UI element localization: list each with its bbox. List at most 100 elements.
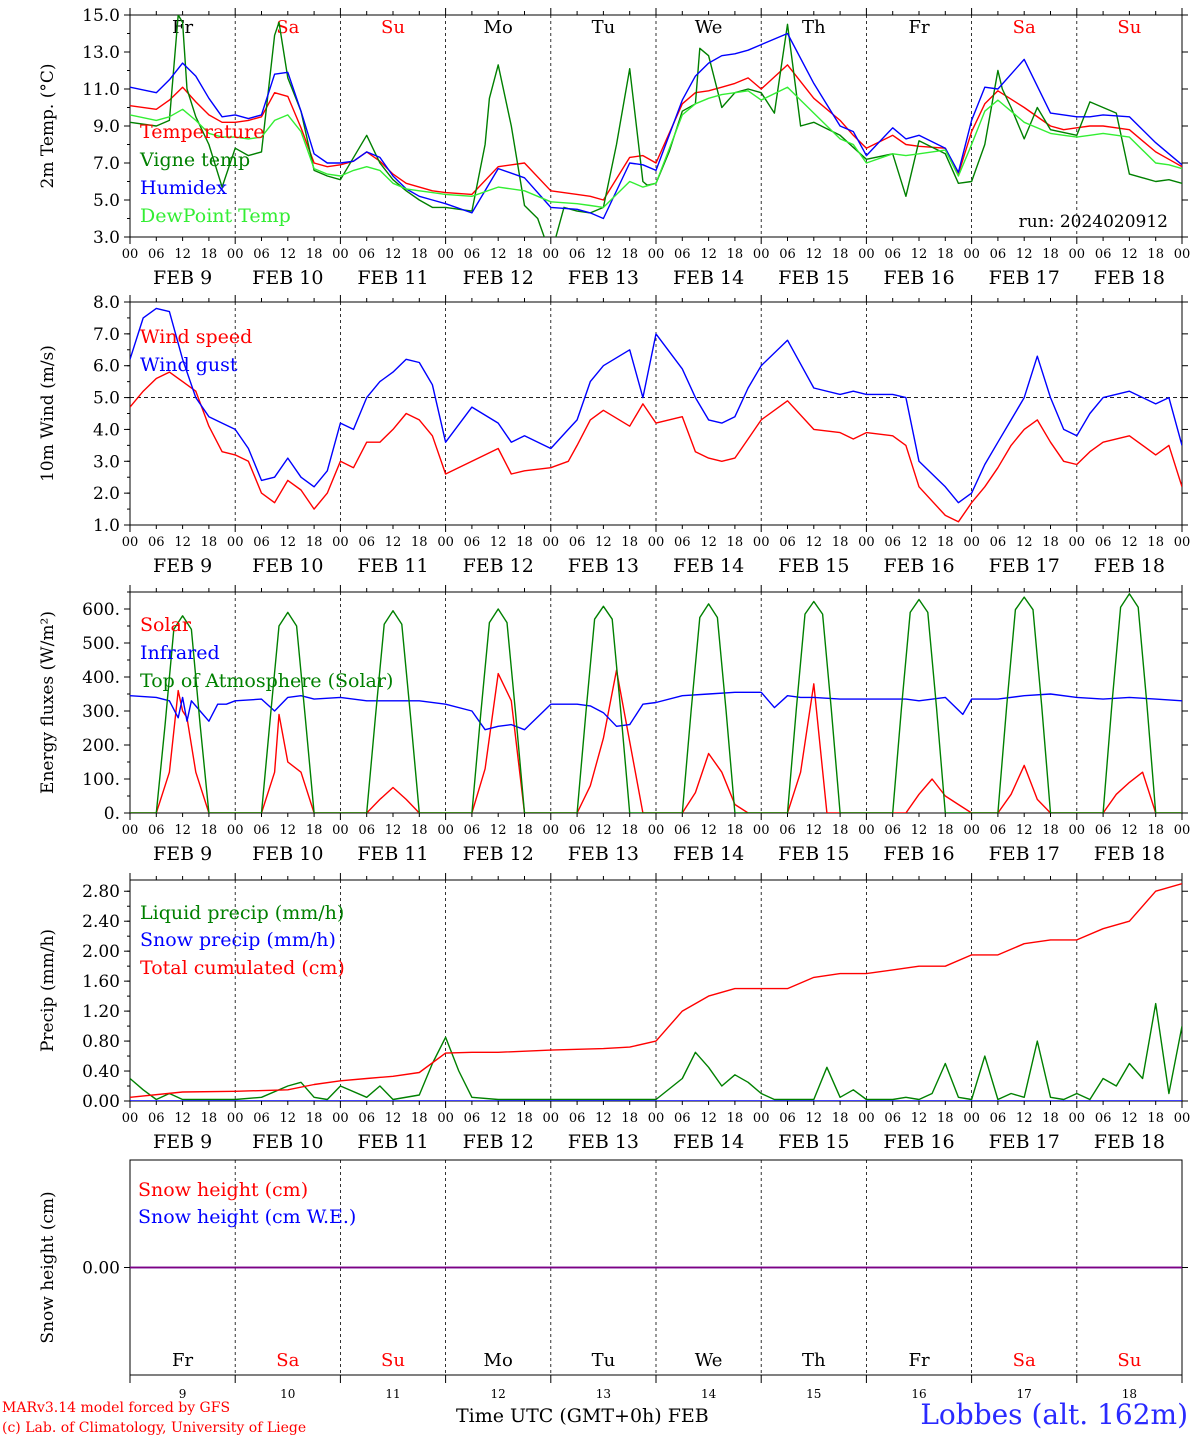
panel-2-hour-label: 12 — [595, 823, 612, 838]
panel-1-hour-label: 12 — [911, 535, 928, 550]
panel-2-legend-1: Infrared — [140, 642, 220, 664]
panel-1-date-label: FEB 13 — [568, 555, 639, 577]
panel-0-hour-label: 06 — [1095, 247, 1112, 262]
panel-0-date-label: FEB 18 — [1094, 267, 1165, 289]
panel-2-date-label: FEB 16 — [883, 843, 954, 865]
panel-3-hour-label: 18 — [411, 1111, 428, 1126]
panel-1-hour-label: 06 — [148, 535, 165, 550]
panel-2-hour-label: 18 — [411, 823, 428, 838]
panel-2-date-label: FEB 12 — [463, 843, 534, 865]
panel-1-hour-label: 18 — [1147, 535, 1164, 550]
panel-1-hour-label: 06 — [1095, 535, 1112, 550]
panel-2-hour-label: 00 — [332, 823, 349, 838]
panel-3-hour-label: 00 — [437, 1111, 454, 1126]
panel-2-hour-label: 06 — [1095, 823, 1112, 838]
panel-0-date-label: FEB 16 — [883, 267, 954, 289]
panel-3-hour-label: 12 — [280, 1111, 297, 1126]
panel-3-ytick-label: 0.80 — [82, 1032, 120, 1052]
panel-0-date-label: FEB 9 — [153, 267, 212, 289]
panel-1-hour-label: 00 — [1174, 535, 1191, 550]
bottom-day-of-week: Su — [1117, 1350, 1141, 1371]
panel-3-hour-label: 06 — [1095, 1111, 1112, 1126]
day-of-week-label: We — [695, 17, 723, 38]
panel-3-ytick-label: 2.80 — [82, 882, 120, 902]
panel-0-ytick-label: 5.0 — [93, 191, 120, 211]
credit-model: MARv3.14 model forced by GFS — [2, 1400, 231, 1416]
panel-2-hour-label: 06 — [464, 823, 481, 838]
panel-1-hour-label: 00 — [963, 535, 980, 550]
panel-3-date-label: FEB 11 — [357, 1131, 428, 1153]
panel-2-hour-label: 00 — [858, 823, 875, 838]
panel-1-hour-label: 00 — [858, 535, 875, 550]
panel-1-hour-label: 06 — [569, 535, 586, 550]
panel-0-hour-label: 06 — [674, 247, 691, 262]
panel-3-ytick-label: 2.00 — [82, 942, 120, 962]
panel-2-ytick-label: 400. — [82, 668, 120, 688]
bottom-day-of-week: Mo — [484, 1350, 513, 1371]
panel-2-hour-label: 18 — [727, 823, 744, 838]
panel-1-hour-label: 18 — [516, 535, 533, 550]
panel-2-hour-label: 00 — [963, 823, 980, 838]
panel-0-hour-label: 18 — [937, 247, 954, 262]
panel-2-series-0 — [130, 669, 1182, 813]
panel-0-hour-label: 06 — [569, 247, 586, 262]
panel-3-hour-label: 18 — [516, 1111, 533, 1126]
day-of-week-label: Mo — [484, 17, 513, 38]
panel-0-series-0 — [130, 64, 1182, 201]
panel-2-hour-label: 18 — [1042, 823, 1059, 838]
panel-2-series-2 — [130, 593, 1182, 813]
panel-0-series-2 — [130, 32, 1182, 220]
station-name: Lobbes (alt. 162m) — [920, 1398, 1188, 1431]
panel-0-hour-label: 06 — [779, 247, 796, 262]
panel-3-hour-label: 06 — [253, 1111, 270, 1126]
panel-3-date-label: FEB 17 — [989, 1131, 1060, 1153]
panel-1-hour-label: 12 — [806, 535, 823, 550]
panel-1-ytick-label: 4.0 — [93, 420, 120, 440]
panel-0-hour-label: 18 — [516, 247, 533, 262]
panel-1-hour-label: 12 — [700, 535, 717, 550]
panel-1-hour-label: 12 — [280, 535, 297, 550]
panel-0-hour-label: 06 — [358, 247, 375, 262]
panel-0-ytick-label: 3.0 — [93, 228, 120, 248]
bottom-day-number: 9 — [179, 1387, 187, 1401]
panel-1-date-label: FEB 10 — [252, 555, 323, 577]
panel-0-ytick-label: 11.0 — [82, 80, 120, 100]
panel-0-hour-label: 12 — [174, 247, 191, 262]
bottom-day-number: 16 — [911, 1387, 926, 1401]
panel-1-hour-label: 00 — [437, 535, 454, 550]
panel-2-hour-label: 00 — [1069, 823, 1086, 838]
panel-1-legend-1: Wind gust — [140, 354, 238, 376]
panel-1-ytick-label: 6.0 — [93, 357, 120, 377]
panel-0-legend-1: Vigne temp — [139, 149, 250, 171]
bottom-day-number: 13 — [596, 1387, 611, 1401]
panel-2-hour-label: 18 — [621, 823, 638, 838]
panel-3-hour-label: 00 — [858, 1111, 875, 1126]
panel-3-date-label: FEB 12 — [463, 1131, 534, 1153]
panel-0-hour-label: 06 — [884, 247, 901, 262]
panel-0-hour-label: 12 — [1016, 247, 1033, 262]
panel-0-date-label: FEB 12 — [463, 267, 534, 289]
panel-0-series-3 — [130, 86, 1182, 209]
panel-3-hour-label: 12 — [911, 1111, 928, 1126]
panel-1-date-label: FEB 15 — [778, 555, 849, 577]
panel-0-hour-label: 12 — [280, 247, 297, 262]
panel-1-hour-label: 18 — [306, 535, 323, 550]
panel-2-hour-label: 18 — [201, 823, 218, 838]
bottom-day-of-week: Sa — [1013, 1350, 1036, 1371]
panel-2-ytick-label: 600. — [82, 600, 120, 620]
panel-0-hour-label: 18 — [201, 247, 218, 262]
panel-3-hour-label: 12 — [806, 1111, 823, 1126]
panel-0-legend-3: DewPoint Temp — [140, 205, 291, 227]
panel-2-date-label: FEB 15 — [778, 843, 849, 865]
panel-3-hour-label: 06 — [569, 1111, 586, 1126]
panel-1-hour-label: 06 — [464, 535, 481, 550]
panel-1-date-label: FEB 18 — [1094, 555, 1165, 577]
panel-0-hour-label: 00 — [963, 247, 980, 262]
day-of-week-label: Tu — [592, 17, 616, 38]
panel-2-ytick-label: 500. — [82, 634, 120, 654]
panel-0-hour-label: 18 — [621, 247, 638, 262]
panel-1-hour-label: 12 — [1121, 535, 1138, 550]
panel-3-hour-label: 00 — [648, 1111, 665, 1126]
panel-3-hour-label: 12 — [700, 1111, 717, 1126]
panel-2-ytick-label: 200. — [82, 736, 120, 756]
